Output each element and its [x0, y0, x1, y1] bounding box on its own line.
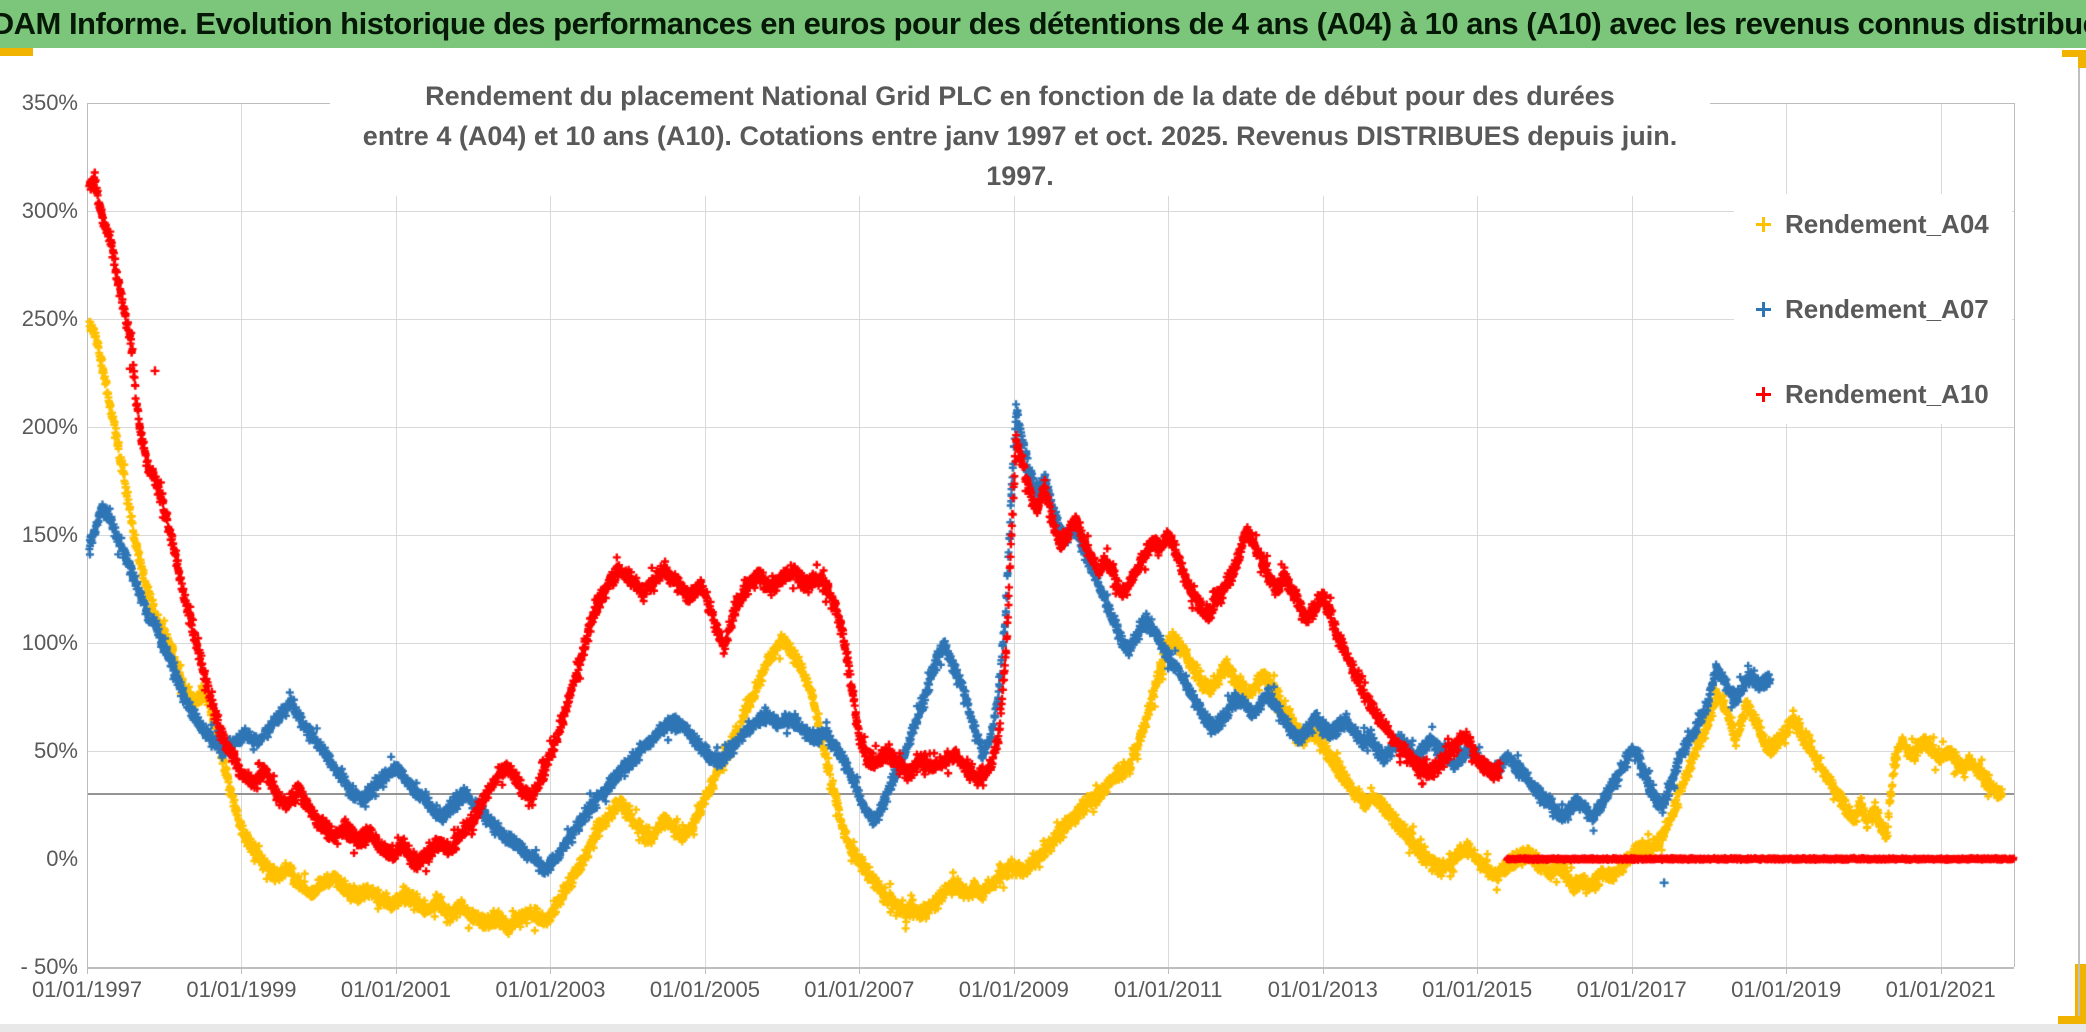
- legend-label-a04: Rendement_A04: [1785, 208, 1989, 239]
- legend-item-a10[interactable]: Rendement_A10: [1734, 372, 2012, 416]
- chart-title-line1: Rendement du placement National Grid PLC…: [425, 81, 1615, 111]
- plus-marker-a07-icon: [1756, 301, 1771, 317]
- plus-marker-a10-icon: [1756, 386, 1771, 402]
- plus-marker-a04-icon: [1756, 216, 1771, 232]
- chart-title-line2: entre 4 (A04) et 10 ans (A10). Cotations…: [362, 121, 1678, 191]
- legend-label-a07: Rendement_A07: [1785, 293, 1989, 324]
- chart-title: Rendement du placement National Grid PLC…: [330, 76, 1710, 196]
- legend-item-a07[interactable]: Rendement_A07: [1734, 287, 2012, 331]
- legend-label-a10: Rendement_A10: [1785, 378, 1989, 409]
- legend-item-a04[interactable]: Rendement_A04: [1734, 202, 2012, 246]
- chart-legend: Rendement_A04 Rendement_A07 Rendement_A1…: [1734, 194, 2012, 424]
